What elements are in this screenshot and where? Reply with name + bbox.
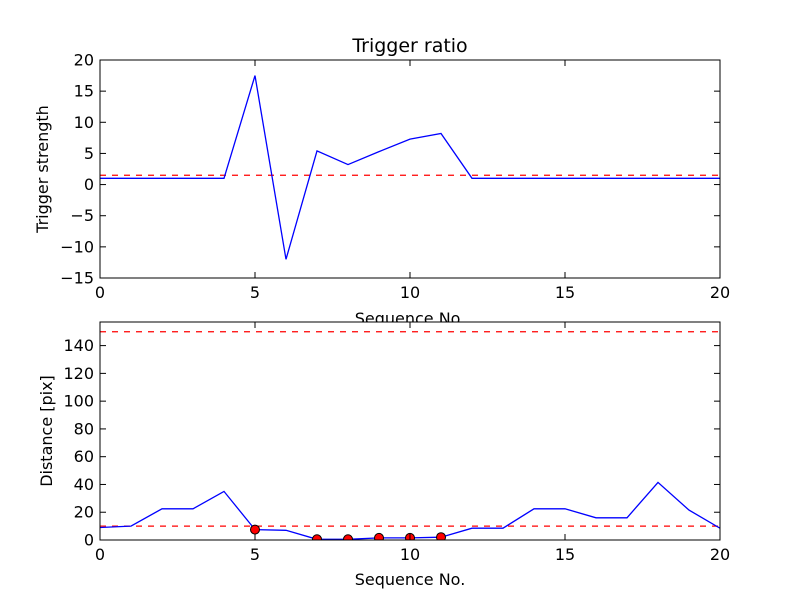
x-tick-label: 10 xyxy=(400,283,420,302)
chart-title: Trigger ratio xyxy=(351,35,467,57)
x-tick-label: 15 xyxy=(555,545,575,564)
x-tick-label: 0 xyxy=(95,545,105,564)
y-tick-label: 20 xyxy=(74,503,94,522)
data-point-marker xyxy=(374,532,384,540)
chart-panel-2: 0 5 10 15 20 0 20 40 60 80 100 120 140 Sequence No. Di… xyxy=(37,321,730,589)
x-tick-label: 20 xyxy=(710,545,730,564)
x-tick-label: 5 xyxy=(250,545,260,564)
y-tick-label: 60 xyxy=(74,447,94,466)
x-tick-label: 20 xyxy=(710,283,730,302)
data-point-marker xyxy=(343,534,353,540)
y-tick-label: 100 xyxy=(63,392,94,411)
y-tick-label: 40 xyxy=(74,475,94,494)
y-tick-label: 10 xyxy=(74,113,94,132)
x-tick-label: 15 xyxy=(555,283,575,302)
data-point-marker xyxy=(250,524,260,535)
y-tick-label: 120 xyxy=(63,364,94,383)
x-tick-label: 0 xyxy=(95,283,105,302)
y-tick-label: 15 xyxy=(74,82,94,101)
data-point-marker xyxy=(312,534,322,540)
y-tick-label: 0 xyxy=(84,175,94,194)
plot-area xyxy=(100,60,720,278)
y-tick-label: −10 xyxy=(60,237,94,256)
y-tick-label: −5 xyxy=(70,206,94,225)
x-axis-label: Sequence No. xyxy=(355,570,466,589)
series-line-1 xyxy=(100,75,720,260)
y-tick-label: 80 xyxy=(74,419,94,438)
y-axis-label: Trigger strength xyxy=(33,105,52,234)
plot-area xyxy=(100,322,720,540)
y-tick-label: 0 xyxy=(84,531,94,550)
x-tick-label: 10 xyxy=(400,545,420,564)
y-tick-label: 20 xyxy=(74,51,94,70)
x-tick-label: 5 xyxy=(250,283,260,302)
data-point-marker xyxy=(436,532,446,540)
y-tick-label: 5 xyxy=(84,144,94,163)
y-axis-label: Distance [pix] xyxy=(37,375,56,487)
y-tick-label: 140 xyxy=(63,336,94,355)
y-tick-label: −15 xyxy=(60,269,94,288)
